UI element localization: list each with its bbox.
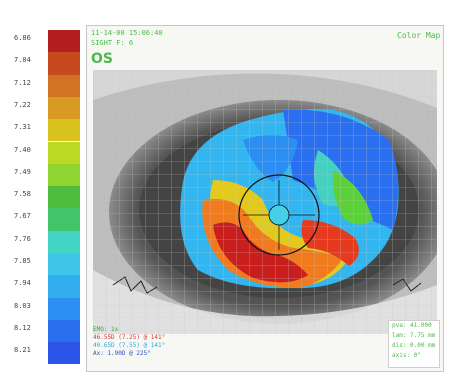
scale-swatch	[48, 97, 80, 120]
stat-pva: pva: 41.000	[389, 321, 439, 331]
scale-value: 7.58	[14, 189, 46, 199]
stat-lam: lam: 7.75 mm	[389, 331, 439, 341]
scale-value: 7.85	[14, 256, 46, 266]
scale-value: 7.40	[14, 145, 46, 155]
stats-box: pva: 41.000 lam: 7.75 mm dis: 0.00 mm ax…	[388, 320, 440, 368]
scale-swatch	[48, 275, 80, 298]
scale-swatch	[48, 231, 80, 254]
scale-row: 7.76	[14, 231, 80, 250]
scale-swatch	[48, 186, 80, 209]
scale-value: 6.86	[14, 33, 46, 43]
scale-value: 7.76	[14, 234, 46, 244]
scale-row: 7.94	[14, 275, 80, 294]
scale-row: 7.49	[14, 164, 80, 183]
scale-row: 8.21	[14, 342, 80, 361]
scale-value: 7.67	[14, 211, 46, 221]
scale-swatch	[48, 298, 80, 321]
scale-swatch	[48, 253, 80, 276]
scale-swatch	[48, 119, 80, 142]
scale-swatch	[48, 142, 80, 165]
scale-row: 7.12	[14, 75, 80, 94]
sight-label: SIGHT F: 6	[91, 39, 133, 48]
scale-value: 7.94	[14, 278, 46, 288]
scale-swatch	[48, 30, 80, 53]
emo-line: EMO: 1x	[93, 326, 165, 334]
scale-value: 8.21	[14, 345, 46, 355]
scale-row: 7.67	[14, 208, 80, 227]
scale-value: 7.22	[14, 100, 46, 110]
stat-dis: dis: 0.00 mm	[389, 341, 439, 351]
eye-label: OS	[91, 52, 113, 66]
scale-swatch	[48, 52, 80, 75]
measurement-summary: EMO: 1x 46.55D (7.25) @ 141° 40.65D (7.5…	[93, 326, 165, 358]
scale-value: 7.04	[14, 55, 46, 65]
scale-swatch	[48, 320, 80, 343]
scale-value: 7.49	[14, 167, 46, 177]
scale-swatch	[48, 208, 80, 231]
scale-value: 7.12	[14, 78, 46, 88]
scale-row: 6.86	[14, 30, 80, 49]
flat-k-line: 40.65D (7.55) @ 141°	[93, 342, 165, 350]
scale-row: 7.85	[14, 253, 80, 272]
scale-value: 7.31	[14, 122, 46, 132]
color-scale: 6.86 7.04 7.12 7.22 7.31 7.40 7.49 7.58 7.67 7.76…	[14, 30, 80, 365]
astigmatism-line: Ax: 1.90D @ 225°	[93, 350, 165, 358]
scale-row: 7.58	[14, 186, 80, 205]
scale-value: 8.03	[14, 301, 46, 311]
steep-k-line: 46.55D (7.25) @ 141°	[93, 334, 165, 342]
timestamp: 11-14-00 15:06:40	[91, 29, 163, 38]
scale-row: 7.04	[14, 52, 80, 71]
scale-swatch	[48, 342, 80, 365]
map-mode-label: Color Map	[397, 31, 440, 40]
scale-row: 7.22	[14, 97, 80, 116]
scale-row: 7.31	[14, 119, 80, 138]
scale-value: 8.12	[14, 323, 46, 333]
stat-axis: axis: 0°	[389, 351, 439, 361]
scale-row: 7.40	[14, 142, 80, 161]
corneal-topography-map	[93, 70, 437, 334]
scale-swatch	[48, 164, 80, 187]
scale-swatch	[48, 75, 80, 98]
map-panel: 11-14-00 15:06:40 SIGHT F: 6 OS Color Ma…	[86, 25, 444, 372]
scale-row: 8.03	[14, 298, 80, 317]
scale-row: 8.12	[14, 320, 80, 339]
